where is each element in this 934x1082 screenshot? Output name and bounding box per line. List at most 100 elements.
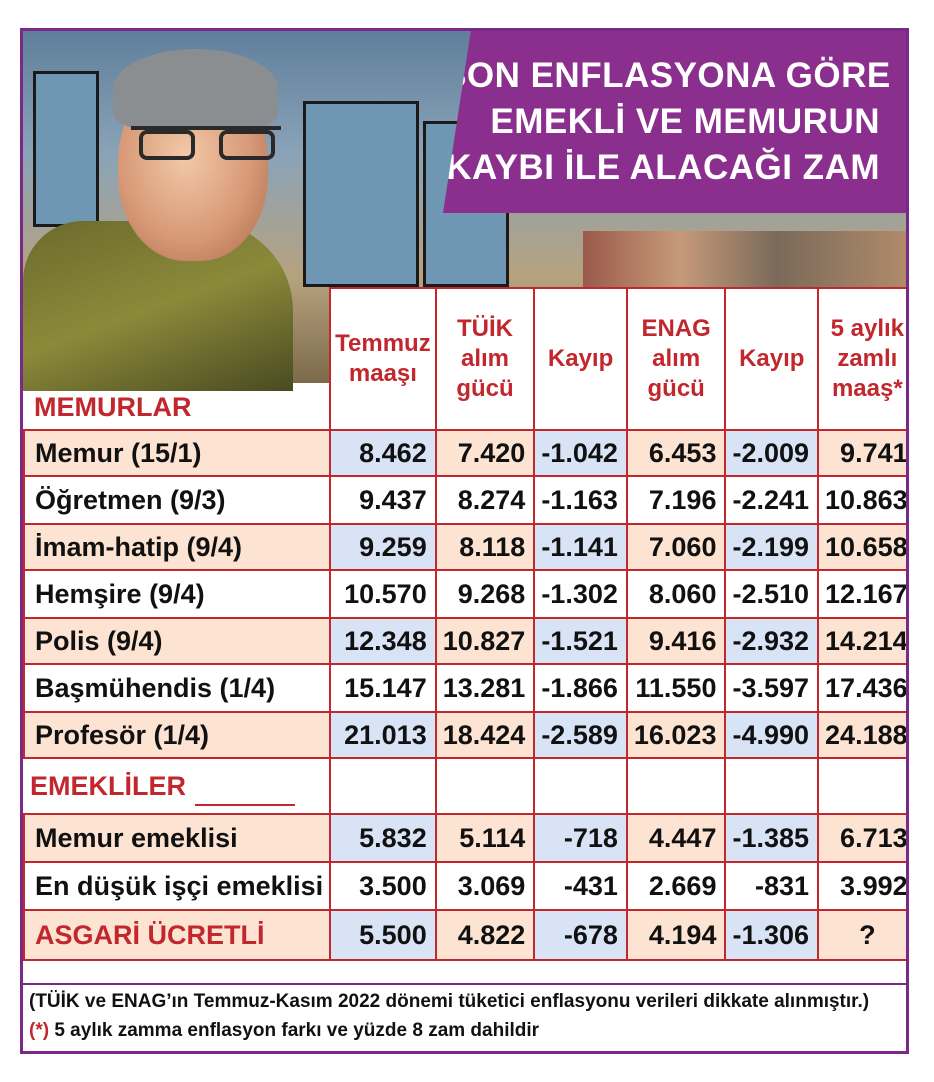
footnote-text: 5 aylık zamma enflasyon farkı ve yüzde 8… — [49, 1020, 540, 1041]
cell-temmuz: 3.500 — [329, 861, 437, 911]
section-divider-line — [195, 804, 295, 806]
col-header-tuik: TÜİK alım gücü — [434, 287, 536, 431]
cell-enag: 4.194 — [625, 909, 727, 961]
cell-kayip-tuik: -1.521 — [533, 617, 628, 665]
cell-enag: 4.447 — [625, 813, 727, 863]
cell-temmuz: 9.437 — [329, 475, 437, 525]
cell-tuik: 7.420 — [434, 429, 536, 477]
cell-tuik: 3.069 — [434, 861, 536, 911]
cell-tuik: 4.822 — [434, 909, 536, 961]
window-shape — [303, 101, 419, 287]
memurlar-cell: MEMURLAR — [24, 288, 330, 430]
cell-temmuz: 10.570 — [329, 569, 437, 619]
row-label: Profesör (1/4) — [23, 711, 332, 759]
table-row: Memur emeklisi 5.832 5.114 -718 4.447 -1… — [23, 813, 906, 863]
footer-notes: (TÜİK ve ENAG’ın Temmuz-Kasım 2022 dönem… — [23, 989, 906, 1051]
col-header-temmuz: Temmuz maaşı — [329, 287, 437, 431]
glasses-icon — [131, 126, 281, 164]
cell-enag: 8.060 — [625, 569, 727, 619]
man-hair — [113, 49, 278, 129]
table-row: Memur (15/1) 8.462 7.420 -1.042 6.453 -2… — [23, 429, 906, 477]
cell-kayip-tuik: -1.042 — [533, 429, 628, 477]
row-label: Polis (9/4) — [23, 617, 332, 665]
cell-temmuz: 21.013 — [329, 711, 437, 759]
cell-zamli: 14.214 — [817, 617, 906, 665]
cell-temmuz: 9.259 — [329, 523, 437, 571]
cell-zamli: 10.658 — [817, 523, 906, 571]
headline-line-3: KAYBI İLE ALACAĞI ZAM — [446, 148, 880, 187]
window-shape — [33, 71, 99, 227]
cell-temmuz: 12.348 — [329, 617, 437, 665]
cell-kayip-enag: -2.009 — [724, 429, 820, 477]
cell-temmuz: 15.147 — [329, 663, 437, 713]
table-row: Profesör (1/4) 21.013 18.424 -2.589 16.0… — [23, 711, 906, 759]
headline-box: SON ENFLASYONA GÖRE EMEKLİ VE MEMURUN KA… — [443, 31, 906, 213]
table-row: Hemşire (9/4) 10.570 9.268 -1.302 8.060 … — [23, 569, 906, 619]
row-label: Hemşire (9/4) — [23, 569, 332, 619]
footnote: (*) 5 aylık zamma enflasyon farkı ve yüz… — [29, 1020, 539, 1042]
row-label: Memur emeklisi — [23, 813, 332, 863]
headline-line-2: EMEKLİ VE MEMURUN — [490, 102, 880, 141]
table-row: Polis (9/4) 12.348 10.827 -1.521 9.416 -… — [23, 617, 906, 665]
cell-tuik: 10.827 — [434, 617, 536, 665]
infographic-frame: SON ENFLASYONA GÖRE EMEKLİ VE MEMURUN KA… — [20, 28, 909, 1054]
blank-cell — [625, 757, 727, 815]
blank-cell — [329, 757, 437, 815]
row-label: En düşük işçi emeklisi — [23, 861, 332, 911]
table-row: En düşük işçi emeklisi 3.500 3.069 -431 … — [23, 861, 906, 911]
cell-enag: 11.550 — [625, 663, 727, 713]
salary-table: MEMURLAR Temmuz maaşı TÜİK alım gücü Kay… — [23, 287, 906, 961]
table-row: Öğretmen (9/3) 9.437 8.274 -1.163 7.196 … — [23, 475, 906, 525]
footnote-marker: (*) — [29, 1020, 50, 1041]
row-label: Başmühendis (1/4) — [23, 663, 332, 713]
cell-enag: 16.023 — [625, 711, 727, 759]
cell-kayip-enag: -1.306 — [724, 909, 820, 961]
cell-temmuz: 5.832 — [329, 813, 437, 863]
cell-enag: 9.416 — [625, 617, 727, 665]
cell-kayip-enag: -3.597 — [724, 663, 820, 713]
col-header-kayip-enag: Kayıp — [724, 287, 820, 431]
cell-kayip-enag: -2.241 — [724, 475, 820, 525]
cell-enag: 7.060 — [625, 523, 727, 571]
blank-cell — [724, 757, 820, 815]
col-header-enag: ENAG alım gücü — [625, 287, 727, 431]
cell-tuik: 8.274 — [434, 475, 536, 525]
cell-tuik: 9.268 — [434, 569, 536, 619]
cell-zamli: 12.167 — [817, 569, 906, 619]
col-header-zamli: 5 aylık zamlı maaş* — [817, 287, 906, 431]
cell-kayip-enag: -4.990 — [724, 711, 820, 759]
section-memurlar: MEMURLAR — [34, 392, 192, 422]
cell-kayip-tuik: -678 — [533, 909, 628, 961]
row-label: Öğretmen (9/3) — [23, 475, 332, 525]
cell-kayip-tuik: -1.866 — [533, 663, 628, 713]
cell-kayip-tuik: -431 — [533, 861, 628, 911]
cell-enag: 6.453 — [625, 429, 727, 477]
cell-enag: 2.669 — [625, 861, 727, 911]
cell-kayip-enag: -2.199 — [724, 523, 820, 571]
headline-line-1: SON ENFLASYONA GÖRE — [443, 56, 891, 95]
table-row: İmam-hatip (9/4) 9.259 8.118 -1.141 7.06… — [23, 523, 906, 571]
cell-tuik: 8.118 — [434, 523, 536, 571]
cell-enag: 7.196 — [625, 475, 727, 525]
cell-tuik: 5.114 — [434, 813, 536, 863]
cell-zamli: 10.863 — [817, 475, 906, 525]
cell-kayip-tuik: -2.589 — [533, 711, 628, 759]
cell-temmuz: 8.462 — [329, 429, 437, 477]
col-header-kayip-tuik: Kayıp — [533, 287, 628, 431]
cell-kayip-tuik: -1.302 — [533, 569, 628, 619]
row-label-asgari: ASGARİ ÜCRETLİ — [23, 909, 332, 961]
cell-zamli: 6.713 — [817, 813, 906, 863]
source-note: (TÜİK ve ENAG’ın Temmuz-Kasım 2022 dönem… — [29, 991, 870, 1012]
cell-kayip-enag: -2.510 — [724, 569, 820, 619]
cell-zamli: 3.992 — [817, 861, 906, 911]
footer-divider — [23, 983, 906, 985]
cell-kayip-tuik: -1.163 — [533, 475, 628, 525]
cell-kayip-enag: -1.385 — [724, 813, 820, 863]
row-label: İmam-hatip (9/4) — [23, 523, 332, 571]
table-row: Başmühendis (1/4) 15.147 13.281 -1.866 1… — [23, 663, 906, 713]
row-label: Memur (15/1) — [23, 429, 332, 477]
cell-zamli: 17.436 — [817, 663, 906, 713]
cell-tuik: 13.281 — [434, 663, 536, 713]
cell-kayip-enag: -2.932 — [724, 617, 820, 665]
cell-tuik: 18.424 — [434, 711, 536, 759]
